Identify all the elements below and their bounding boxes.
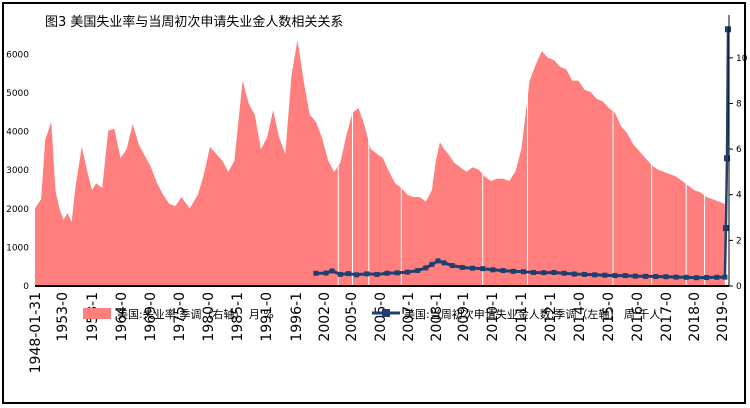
- x-axis: 1948-01-311953-01958-11964-01969-01975-0…: [28, 292, 731, 373]
- claims-spike-line: [723, 29, 730, 278]
- claims-point: [520, 269, 526, 275]
- claims-point: [541, 270, 547, 276]
- right-tick-label: 2: [736, 236, 742, 246]
- x-tick-label: 1948-01-31: [28, 292, 44, 373]
- claims-point: [714, 274, 720, 280]
- x-tick-label: 2017-0: [659, 292, 675, 342]
- x-tick-label: 1969-0: [143, 292, 159, 342]
- left-axis: 0 1000 2000 3000 4000 5000 6000: [6, 50, 29, 292]
- right-tick-label: 10: [736, 54, 748, 64]
- left-tick-label: 2000: [6, 205, 29, 215]
- claims-point: [673, 274, 679, 280]
- x-tick-label: 1953-0: [55, 292, 71, 342]
- x-tick-label: 2018-0: [687, 292, 703, 342]
- claims-point: [404, 269, 410, 275]
- claims-point: [441, 260, 447, 266]
- claims-spike-point: [724, 26, 731, 33]
- claims-point: [337, 271, 343, 277]
- x-tick-label: 2002-0: [317, 292, 333, 342]
- left-tick-label: 0: [23, 282, 29, 292]
- x-tick-label: 2007-1: [401, 292, 417, 342]
- claims-point: [551, 269, 557, 275]
- claims-point: [354, 272, 360, 278]
- legend-label-claims: 美国:当周初次申请失业金人数:季调（左轴） 周 千人: [404, 307, 660, 321]
- claims-point: [602, 272, 608, 278]
- claims-point: [704, 275, 710, 281]
- right-tick-label: 6: [736, 145, 742, 155]
- claims-point: [435, 258, 441, 264]
- claims-point: [449, 263, 455, 269]
- claims-point: [313, 270, 319, 276]
- claims-point: [480, 266, 486, 272]
- chart-title: 图3 美国失业率与当周初次申请失业金人数相关关系: [45, 14, 343, 30]
- claims-point: [500, 268, 506, 274]
- claims-point: [612, 273, 618, 279]
- left-tick-label: 4000: [6, 128, 29, 138]
- claims-spike-point: [722, 225, 729, 232]
- left-tick-label: 6000: [6, 50, 29, 60]
- claims-point: [323, 270, 329, 276]
- claims-point: [490, 267, 496, 273]
- right-tick-label: 4: [736, 191, 742, 201]
- claims-point: [423, 265, 429, 271]
- claims-point: [582, 271, 588, 277]
- x-tick-label: 1964-0: [114, 292, 130, 342]
- chart-frame: [2, 2, 746, 404]
- left-tick-label: 5000: [6, 89, 29, 99]
- claims-point: [345, 271, 351, 277]
- right-tick-label: 8: [736, 99, 742, 109]
- claims-point: [394, 270, 400, 276]
- claims-point: [571, 271, 577, 277]
- x-tick-label: 1985-1: [230, 292, 246, 342]
- claims-point: [429, 261, 435, 267]
- x-tick-label: 1996-1: [289, 292, 305, 342]
- x-tick-label: 2009-1: [456, 292, 472, 342]
- claims-point: [561, 270, 567, 276]
- claims-point: [415, 268, 421, 274]
- claims-point: [364, 271, 370, 277]
- claims-point: [470, 265, 476, 271]
- x-tick-label: 1991-0: [259, 292, 275, 342]
- legend-label-unemployment: 美国:失业率:季调（右轴） 月 %: [117, 307, 274, 321]
- x-tick-label: 2014-0: [572, 292, 588, 342]
- claims-point: [663, 274, 669, 280]
- claims-point: [653, 274, 659, 280]
- x-tick-label: 2008-1: [429, 292, 445, 342]
- right-axis: 0 2 4 6 8 10: [728, 15, 748, 292]
- claims-point: [592, 272, 598, 278]
- claims-point: [722, 274, 728, 280]
- claims-point: [693, 275, 699, 281]
- x-tick-label: 1980-0: [201, 292, 217, 342]
- claims-point: [622, 273, 628, 279]
- claims-point: [510, 268, 516, 274]
- legend: 美国:失业率:季调（右轴） 月 % 美国:当周初次申请失业金人数:季调（左轴） …: [83, 307, 660, 321]
- x-tick-label: 2019-0: [715, 292, 731, 342]
- claims-point: [643, 273, 649, 279]
- claims-spike-point: [723, 155, 730, 162]
- claims-point: [459, 264, 465, 270]
- x-tick-label: 2006-0: [373, 292, 389, 342]
- x-tick-label: 2015-0: [601, 292, 617, 342]
- legend-swatch-unemployment: [83, 308, 111, 319]
- x-tick-label: 2010-1: [485, 292, 501, 342]
- x-tick-label: 2005-0: [344, 292, 360, 342]
- right-tick-label: 0: [736, 282, 742, 292]
- x-tick-label: 1975-0: [172, 292, 188, 342]
- unemployment-area: [35, 39, 725, 286]
- claims-point: [632, 273, 638, 279]
- claims-point: [329, 268, 335, 274]
- claims-point: [374, 271, 380, 277]
- x-tick-label: 2016-0: [630, 292, 646, 342]
- left-tick-label: 1000: [6, 243, 29, 253]
- x-tick-label: 2012-1: [543, 292, 559, 342]
- legend-marker-claims: [382, 309, 390, 317]
- claims-point: [683, 274, 689, 280]
- plot-area: [35, 26, 731, 287]
- claims-point: [531, 269, 537, 275]
- x-tick-label: 2011-1: [514, 292, 530, 342]
- left-tick-label: 3000: [6, 166, 29, 176]
- claims-point: [384, 270, 390, 276]
